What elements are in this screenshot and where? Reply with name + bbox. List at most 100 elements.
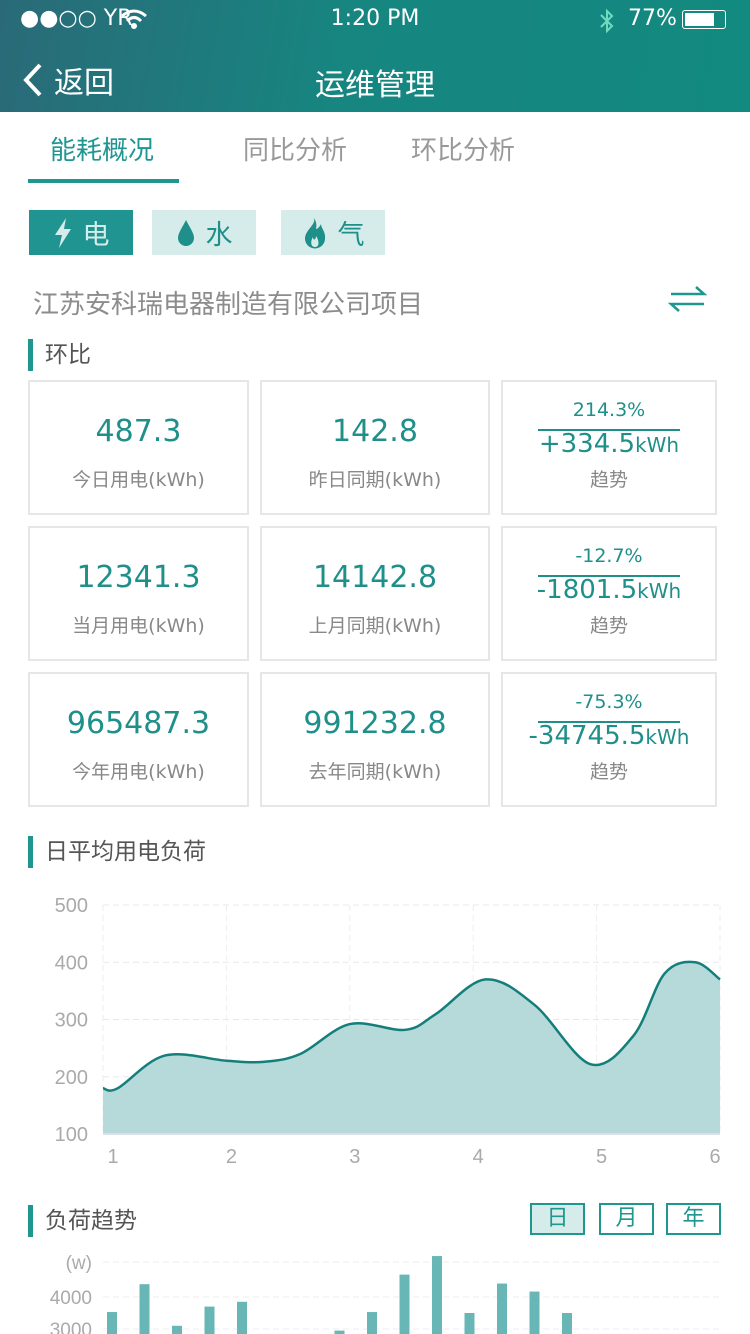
trend-delta-value: -34745.5 [528, 721, 646, 751]
back-label: 返回 [54, 66, 114, 101]
trend-unit: kWh [635, 433, 680, 457]
daily-avg-load-chart: 100 200 300 400 500 1 2 3 4 5 6 [55, 895, 721, 1168]
bar [334, 1330, 345, 1334]
current-usage-card: 487.3 今日用电(kWh) [28, 380, 249, 515]
unit-label: (w) [66, 1253, 92, 1274]
page-title: 运维管理 [315, 68, 435, 103]
trend-divider [538, 429, 680, 431]
trend-card: 214.3% +334.5kWh 趋势 [501, 380, 717, 515]
trend-divider [538, 575, 680, 577]
trend-delta-value: +334.5 [538, 429, 636, 459]
tab-indicator [28, 179, 179, 183]
chevron-left-icon [23, 63, 42, 97]
bar [432, 1256, 442, 1334]
bar [172, 1325, 182, 1334]
trend-card: -75.3% -34745.5kWh 趋势 [501, 672, 717, 807]
flame-icon [304, 217, 325, 249]
type-gas-button[interactable]: 气 [281, 210, 385, 255]
current-value: 965487.3 [66, 706, 211, 741]
y-tick-label: 400 [55, 952, 88, 974]
trend-label: 趋势 [589, 615, 628, 637]
swap-arrows-icon[interactable] [668, 284, 708, 314]
bluetooth-icon [600, 8, 614, 34]
x-tick-label: 1 [107, 1146, 118, 1168]
previous-usage-card: 142.8 昨日同期(kWh) [260, 380, 490, 515]
y-tick-label: 300 [55, 1010, 88, 1032]
load-trend-chart: (w) 3000 4000 [50, 1253, 720, 1334]
trend-delta: +334.5kWh [503, 429, 715, 459]
previous-value: 991232.8 [303, 706, 447, 741]
trend-card: -12.7% -1801.5kWh 趋势 [501, 526, 717, 661]
tab-mom-analysis[interactable]: 环比分析 [410, 136, 515, 166]
current-value: 12341.3 [76, 560, 201, 595]
trend-unit: kWh [637, 579, 682, 603]
project-name: 江苏安科瑞电器制造有限公司项目 [33, 290, 424, 320]
bar [497, 1283, 507, 1334]
previous-value: 14142.8 [312, 560, 438, 595]
x-tick-label: 3 [349, 1146, 360, 1168]
period-year-button[interactable]: 年 [666, 1203, 721, 1235]
bar [237, 1301, 247, 1334]
type-water-button[interactable]: 水 [152, 210, 256, 255]
status-time: 1:20 PM [330, 6, 420, 31]
current-label: 今日用电(kWh) [72, 469, 205, 491]
x-tick-label: 5 [596, 1146, 607, 1168]
tab-yoy-analysis[interactable]: 同比分析 [242, 136, 347, 166]
current-usage-card: 12341.3 当月用电(kWh) [28, 526, 249, 661]
previous-label: 昨日同期(kWh) [308, 469, 442, 491]
carrier-signal: ●●○○ YR [20, 6, 133, 31]
trend-delta: -34745.5kWh [503, 721, 715, 751]
current-label: 今年用电(kWh) [72, 761, 205, 783]
y-tick-label: 500 [55, 895, 88, 917]
current-label: 当月用电(kWh) [72, 615, 205, 637]
area-fill [103, 961, 720, 1134]
bar [464, 1313, 475, 1334]
type-label: 电 [82, 220, 110, 251]
lightning-icon [54, 217, 71, 248]
battery-icon [682, 10, 726, 29]
trend-percent: 214.3% [572, 399, 646, 421]
bar [139, 1284, 150, 1334]
trend-unit: kWh [645, 725, 690, 749]
type-electricity-button[interactable]: 电 [29, 210, 133, 255]
y-tick-label: 200 [55, 1067, 88, 1089]
y-tick-label: 100 [55, 1124, 88, 1146]
bar [399, 1274, 410, 1334]
period-day-button[interactable]: 日 [530, 1203, 585, 1235]
period-month-button[interactable]: 月 [599, 1203, 654, 1235]
trend-delta: -1801.5kWh [503, 575, 715, 605]
wifi-icon [121, 9, 147, 29]
previous-usage-card: 991232.8 去年同期(kWh) [260, 672, 490, 807]
series-line [102, 960, 721, 1092]
tab-energy-overview[interactable]: 能耗概况 [49, 136, 154, 166]
header [0, 0, 750, 112]
type-label: 气 [337, 220, 365, 251]
x-tick-label: 4 [473, 1146, 484, 1168]
current-usage-card: 965487.3 今年用电(kWh) [28, 672, 249, 807]
section-huanbi: 环比 [28, 339, 91, 371]
trend-delta-value: -1801.5 [536, 575, 638, 605]
bar [204, 1306, 215, 1334]
current-value: 487.3 [95, 414, 182, 449]
section-daily-avg-load: 日平均用电负荷 [28, 836, 206, 868]
y-tick-label: 3000 [50, 1320, 92, 1334]
section-load-trend: 负荷趋势 [28, 1205, 137, 1237]
bar [367, 1312, 377, 1334]
type-label: 水 [205, 220, 233, 251]
previous-value: 142.8 [332, 414, 418, 449]
battery-percent: 77% [628, 6, 677, 31]
back-button[interactable]: 返回 [20, 58, 114, 102]
previous-label: 上月同期(kWh) [308, 615, 442, 637]
y-tick-label: 4000 [50, 1288, 92, 1309]
previous-usage-card: 14142.8 上月同期(kWh) [260, 526, 490, 661]
bar [529, 1291, 540, 1334]
trend-label: 趋势 [589, 469, 628, 491]
x-tick-label: 2 [226, 1146, 237, 1168]
trend-percent: -12.7% [575, 545, 643, 567]
trend-divider [538, 721, 680, 723]
trend-percent: -75.3% [575, 691, 643, 713]
x-tick-label: 6 [709, 1146, 720, 1168]
previous-label: 去年同期(kWh) [308, 761, 442, 783]
bar [562, 1313, 572, 1334]
trend-label: 趋势 [589, 761, 628, 783]
